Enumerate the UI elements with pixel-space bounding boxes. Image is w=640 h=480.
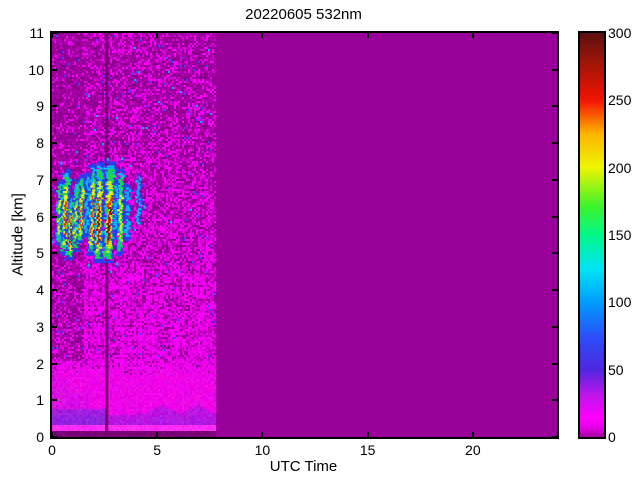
y-tick-mark: [552, 68, 557, 71]
colorbar-tick-label: 150: [608, 227, 632, 243]
x-tick-mark: [366, 432, 369, 437]
x-tick-mark: [471, 432, 474, 437]
y-axis-label: Altitude [km]: [9, 193, 27, 276]
x-tick-mark: [156, 33, 159, 38]
colorbar-tick-label: 50: [608, 361, 624, 378]
x-tick-mark: [51, 33, 53, 38]
x-tick-mark: [156, 432, 159, 437]
y-tick-mark: [52, 68, 57, 71]
colorbar-tick-label: 200: [608, 159, 632, 176]
x-tick-label: 15: [359, 442, 376, 458]
y-tick-mark: [552, 289, 557, 292]
y-tick-mark: [552, 252, 557, 255]
y-tick-label: 0: [36, 429, 44, 445]
heatmap-canvas: [52, 33, 557, 437]
colorbar: [578, 31, 606, 439]
plot-area: [50, 31, 559, 439]
y-tick-mark: [52, 32, 57, 34]
x-tick-label: 5: [153, 442, 162, 458]
y-tick-mark: [552, 399, 557, 402]
y-tick-label: 11: [29, 25, 44, 41]
y-tick-label: 6: [36, 208, 44, 225]
colorbar-tick-label: 0: [608, 429, 616, 445]
y-tick-mark: [552, 325, 557, 328]
y-tick-mark: [552, 215, 557, 218]
x-tick-mark: [261, 33, 264, 38]
y-tick-mark: [552, 436, 557, 438]
colorbar-tick-label: 250: [608, 92, 632, 109]
y-tick-mark: [52, 178, 57, 181]
y-tick-mark: [52, 399, 57, 402]
y-tick-label: 1: [36, 392, 44, 409]
y-tick-label: 8: [36, 135, 44, 152]
y-tick-mark: [52, 215, 57, 218]
y-tick-mark: [52, 436, 57, 438]
y-tick-mark: [552, 142, 557, 145]
y-tick-mark: [52, 289, 57, 292]
y-tick-mark: [52, 325, 57, 328]
colorbar-tick-label: 100: [608, 294, 632, 311]
x-tick-label: 0: [48, 442, 56, 458]
y-tick-mark: [552, 105, 557, 108]
colorbar-tick-label: 300: [608, 25, 632, 41]
y-tick-label: 9: [36, 98, 44, 115]
y-tick-mark: [552, 32, 557, 34]
y-tick-mark: [52, 362, 57, 365]
y-tick-label: 7: [36, 171, 44, 188]
y-tick-mark: [52, 252, 57, 255]
x-tick-mark: [261, 432, 264, 437]
figure-title: 20220605 532nm: [245, 6, 362, 23]
x-axis-label: UTC Time: [269, 458, 338, 475]
x-tick-label: 10: [254, 442, 271, 458]
y-tick-label: 5: [36, 245, 44, 262]
y-tick-label: 2: [36, 355, 44, 372]
colorbar-gradient: [580, 33, 604, 437]
y-tick-mark: [52, 142, 57, 145]
y-tick-mark: [552, 178, 557, 181]
y-tick-label: 10: [28, 61, 44, 78]
y-tick-mark: [552, 362, 557, 365]
x-tick-label: 20: [465, 442, 481, 458]
y-tick-label: 4: [36, 282, 44, 299]
x-tick-mark: [471, 33, 474, 38]
x-tick-mark: [366, 33, 369, 38]
y-tick-mark: [52, 105, 57, 108]
y-tick-label: 3: [36, 318, 44, 335]
x-tick-mark: [51, 432, 53, 437]
